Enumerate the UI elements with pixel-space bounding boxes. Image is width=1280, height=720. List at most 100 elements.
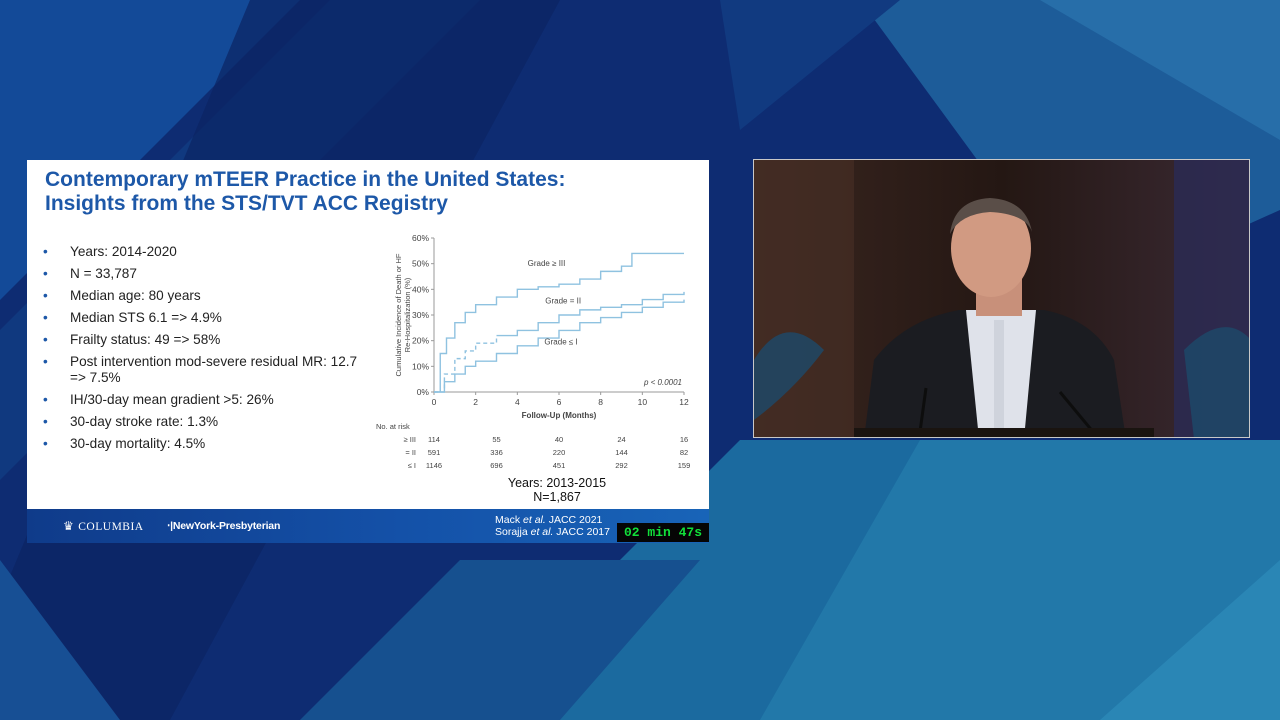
bullet-item: • N = 33,787 [43,266,373,282]
y-axis-label-line2: Re-Hospitalization (%) [403,277,412,352]
x-tick-label: 8 [598,397,603,407]
bullet-text: 30-day mortality: 4.5% [70,436,206,451]
speaker-video-frame [754,160,1249,437]
bullet-text: 30-day stroke rate: 1.3% [70,414,219,429]
at-risk-value: 159 [678,461,691,470]
chart-caption-years: Years: 2013-2015 [507,476,607,490]
bullet-dot: • [43,310,48,325]
at-risk-value: 591 [428,448,441,457]
at-risk-value: 144 [615,448,628,457]
x-tick-label: 12 [679,397,689,407]
at-risk-value: 40 [555,435,563,444]
series-line-grade-ii-dashed [434,335,498,393]
y-tick-label: 60% [412,233,429,243]
bullet-text: N = 33,787 [70,266,137,281]
at-risk-value: 336 [490,448,503,457]
x-tick-label: 4 [515,397,520,407]
at-risk-row-label: = II [405,448,416,457]
reference-2-author: Sorajja [495,526,531,538]
reference-1-journal: JACC 2021 [545,514,603,526]
at-risk-value: 292 [615,461,628,470]
series-line-2 [434,299,685,393]
at-risk-value: 24 [617,435,625,444]
chart-caption: Years: 2013-2015 N=1,867 [447,476,667,504]
bullet-text: IH/30-day mean gradient >5: 26% [70,392,274,407]
at-risk-value: 16 [680,435,688,444]
at-risk-row-label: ≤ I [408,461,416,470]
references: Mack et al. JACC 2021 Sorajja et al. JAC… [495,514,610,538]
bullet-item: • Years: 2014-2020 [43,244,373,260]
nyp-logo-text: NewYork-Presbyterian [172,520,281,532]
bullet-text: Post intervention mod-severe residual MR… [70,354,358,385]
y-tick-label: 30% [412,310,429,320]
at-risk-row-label: ≥ III [404,435,416,444]
chart-caption-n: N=1,867 [533,490,581,504]
bullet-dot: • [43,266,48,281]
nyp-logo: ⋅|NewYork-Presbyterian [167,520,280,532]
at-risk-value: 1146 [426,461,442,470]
series-line-0 [434,252,684,393]
reference-1-etal: et al. [523,514,546,526]
at-risk-value: 696 [490,461,503,470]
bullet-item: • Frailty status: 49 => 58% [43,332,373,348]
nyp-mark-icon: ⋅| [167,520,173,532]
bullet-dot: • [43,414,48,429]
x-tick-label: 6 [557,397,562,407]
bullet-item: • Median STS 6.1 => 4.9% [43,310,373,326]
bullet-text: Median age: 80 years [70,288,201,303]
bullet-list: • Years: 2014-2020 • N = 33,787 • Median ag… [43,244,373,458]
bullet-item: • IH/30-day mean gradient >5: 26% [43,392,373,408]
columbia-logo: ♛ COLUMBIA [63,519,144,534]
p-value-annotation: p < 0.0001 [643,378,682,387]
speaker-video [753,159,1250,438]
slide-title: Contemporary mTEER Practice in the Unite… [45,168,685,216]
bullet-dot: • [43,244,48,259]
reference-2-journal: JACC 2017 [553,526,610,538]
countdown-timer: 02 min 47s [617,523,709,542]
reference-2-etal: et al. [530,526,554,538]
reference-1: Mack et al. JACC 2021 [495,514,610,526]
slide-title-line2: Insights from the STS/TVT ACC Registry [45,192,448,215]
km-chart: 0% 10% 20% 30% 40% 50% 60% 0 2 4 6 8 10 12 Follow-Up (… [372,230,707,492]
crown-icon: ♛ [63,519,75,533]
at-risk-value: 82 [680,448,688,457]
series-label-grade-iii: Grade ≥ III [528,259,566,268]
reference-1-author: Mack [495,514,524,526]
y-axis-label-line1: Cumulative Incidence of Death or HF [394,253,403,376]
bullet-text: Years: 2014-2020 [70,244,177,259]
bullet-dot: • [43,436,48,451]
at-risk-value: 55 [492,435,500,444]
series-label-grade-i: Grade ≤ I [544,338,577,347]
at-risk-value: 451 [553,461,566,470]
at-risk-value: 220 [553,448,566,457]
x-axis-label: Follow-Up (Months) [522,411,597,420]
x-tick-label: 10 [638,397,648,407]
slide-footer: ♛ COLUMBIA ⋅|NewYork-Presbyterian Mack et… [27,509,709,543]
y-tick-label: 20% [412,336,429,346]
series-label-grade-ii: Grade = II [545,296,581,305]
x-tick-label: 0 [432,397,437,407]
y-tick-label: 10% [412,361,429,371]
bullet-text: Median STS 6.1 => 4.9% [70,310,222,325]
bullet-item: • Post intervention mod-severe residual M… [43,354,373,386]
y-tick-label: 40% [412,284,429,294]
y-tick-label: 0% [417,387,430,397]
slide-title-line1: Contemporary mTEER Practice in the Unite… [45,168,566,191]
series-line-grade-ii [496,291,685,337]
at-risk-value: 114 [428,435,440,444]
bullet-item: • Median age: 80 years [43,288,373,304]
bullet-item: • 30-day mortality: 4.5% [43,436,373,452]
y-tick-label: 50% [412,259,429,269]
x-tick-label: 2 [473,397,478,407]
reference-2: Sorajja et al. JACC 2017 [495,526,610,538]
at-risk-title: No. at risk [376,422,410,431]
bullet-dot: • [43,332,48,347]
bullet-text: Frailty status: 49 => 58% [70,332,221,347]
bullet-dot: • [43,392,48,407]
columbia-logo-text: COLUMBIA [78,521,144,533]
bullet-dot: • [43,288,48,303]
bullet-item: • 30-day stroke rate: 1.3% [43,414,373,430]
bullet-dot: • [43,354,48,369]
presentation-slide: Contemporary mTEER Practice in the Unite… [27,160,709,543]
